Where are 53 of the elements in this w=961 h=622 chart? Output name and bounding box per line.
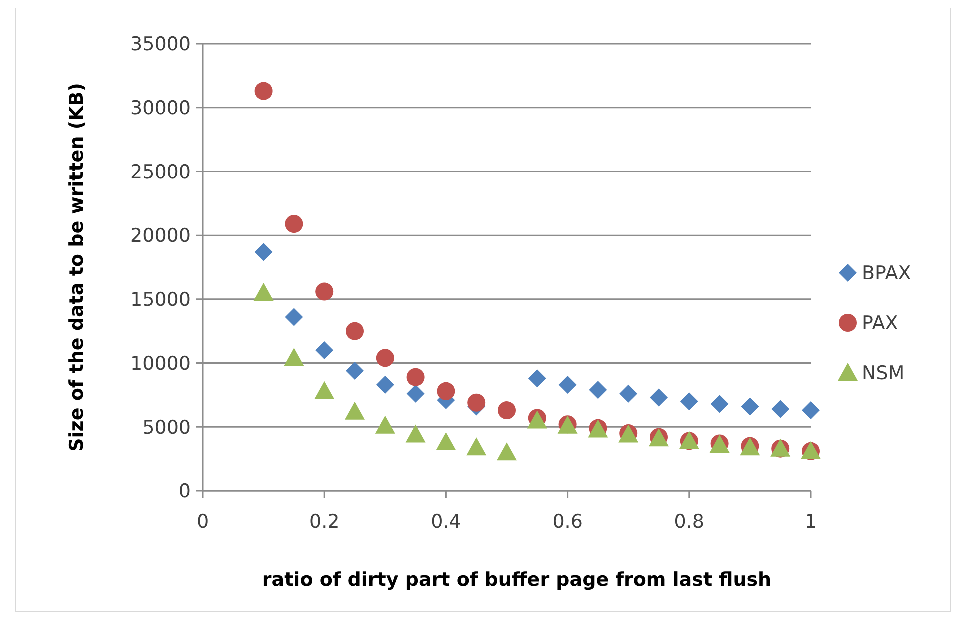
y-tick-label: 35000 <box>130 34 191 56</box>
point <box>589 381 608 400</box>
point <box>498 402 516 420</box>
point <box>436 432 456 450</box>
point <box>650 388 668 407</box>
y-tick-label: 0 <box>178 480 191 503</box>
point <box>376 376 394 394</box>
point <box>406 424 426 443</box>
point <box>437 382 456 400</box>
legend-label: BPAX <box>862 262 912 285</box>
y-tick-label: 25000 <box>130 161 191 184</box>
point <box>254 283 274 302</box>
point <box>314 381 335 400</box>
legend-label: NSM <box>862 362 905 385</box>
point <box>254 82 273 100</box>
point <box>802 402 820 420</box>
point <box>466 438 487 456</box>
legend-label: PAX <box>862 312 898 335</box>
x-tick-label: 0.2 <box>309 511 340 533</box>
point <box>285 308 304 326</box>
point <box>346 362 364 380</box>
point <box>284 348 304 366</box>
y-axis-title: Size of the data to be written (KB) <box>66 83 88 452</box>
x-axis-title: ratio of dirty part of buffer page from last flush <box>262 569 772 591</box>
x-tick-label: 1 <box>804 511 818 533</box>
x-tick-label: 0.8 <box>674 511 705 533</box>
x-tick-label: 0.6 <box>552 511 583 533</box>
x-tick-label: 0.4 <box>431 511 462 533</box>
point <box>316 282 334 301</box>
point <box>345 402 365 420</box>
point <box>710 395 729 414</box>
point <box>741 398 760 416</box>
y-tick-label: 15000 <box>130 289 191 312</box>
point <box>254 243 273 262</box>
point <box>406 384 425 403</box>
point <box>285 215 304 234</box>
point <box>497 442 517 461</box>
point <box>376 349 394 368</box>
x-tick-label: 0 <box>196 511 210 533</box>
point <box>468 394 486 412</box>
point <box>620 384 638 403</box>
point <box>406 368 425 386</box>
point <box>558 376 577 394</box>
point <box>528 370 546 388</box>
y-tick-label: 20000 <box>130 225 191 248</box>
y-tick-label: 10000 <box>130 352 191 375</box>
point <box>680 392 698 411</box>
point <box>346 322 364 340</box>
y-tick-label: 5000 <box>142 416 191 439</box>
point <box>772 400 790 418</box>
point <box>375 416 396 434</box>
y-tick-label: 30000 <box>130 98 191 120</box>
point <box>316 342 334 360</box>
